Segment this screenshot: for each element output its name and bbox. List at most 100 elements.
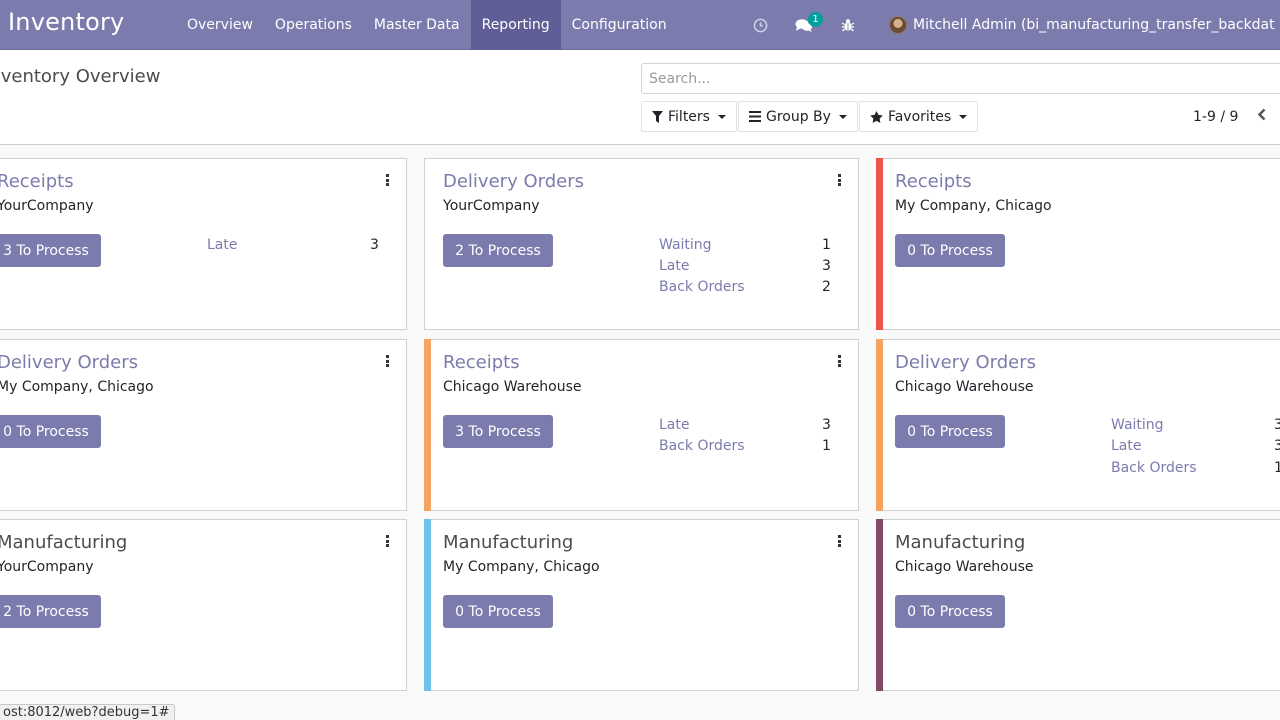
chevron-left-icon — [1257, 108, 1266, 121]
card-color-bar — [424, 339, 431, 511]
menu-operations[interactable]: Operations — [274, 17, 352, 33]
app-brand[interactable]: Inventory — [8, 8, 125, 36]
stat-late-label[interactable]: Late — [659, 258, 690, 274]
debug-button[interactable] — [833, 0, 863, 50]
card-menu-icon[interactable] — [382, 173, 392, 187]
card-subtitle: My Company, Chicago — [0, 379, 154, 395]
stat-late-value[interactable]: 3 — [1274, 438, 1280, 454]
activity-button[interactable] — [745, 0, 775, 50]
card-subtitle: YourCompany — [0, 559, 94, 575]
kanban-card[interactable]: Manufacturing My Company, Chicago 0 To P… — [424, 519, 859, 691]
stat-late-label[interactable]: Late — [659, 417, 690, 433]
top-navbar: Inventory Overview Operations Master Dat… — [0, 0, 1280, 50]
card-title[interactable]: Delivery Orders — [443, 171, 584, 192]
menu-overview[interactable]: Overview — [187, 17, 253, 33]
caret-down-icon — [717, 114, 726, 119]
stat-backorders-label[interactable]: Back Orders — [1111, 460, 1197, 476]
to-process-button[interactable]: 0 To Process — [895, 234, 1005, 267]
pager-previous-button[interactable] — [1257, 106, 1266, 125]
card-color-bar — [424, 519, 431, 691]
stat-late-value[interactable]: 3 — [822, 417, 831, 433]
stat-late-value[interactable]: 3 — [822, 258, 831, 274]
groupby-button[interactable]: Group By — [737, 101, 858, 132]
card-title[interactable]: Receipts — [443, 352, 520, 373]
status-bar-url: ost:8012/web?debug=1# — [0, 704, 175, 720]
menu-master-data[interactable]: Master Data — [373, 17, 460, 33]
filter-icon — [652, 110, 663, 123]
stat-backorders-value[interactable]: 1 — [1274, 460, 1280, 476]
stat-waiting-value[interactable]: 3 — [1274, 417, 1280, 433]
card-title[interactable]: Receipts — [895, 171, 972, 192]
card-title[interactable]: Manufacturing — [895, 532, 1026, 553]
bug-icon — [841, 19, 855, 32]
favorites-button[interactable]: Favorites — [858, 101, 979, 132]
caret-down-icon — [959, 114, 968, 119]
systray: 1 Mitchell Admin (bi_manufacturing_trans… — [745, 0, 1275, 50]
favorites-label: Favorites — [887, 108, 952, 125]
card-subtitle: My Company, Chicago — [443, 559, 600, 575]
control-panel: Inventory Overview Filters Group By Favo… — [0, 50, 1280, 145]
stat-late-label[interactable]: Late — [207, 237, 238, 253]
stat-waiting-label[interactable]: Waiting — [659, 237, 712, 253]
to-process-button[interactable]: 0 To Process — [895, 595, 1005, 628]
card-subtitle: Chicago Warehouse — [443, 379, 582, 395]
stat-waiting-label[interactable]: Waiting — [1111, 417, 1164, 433]
to-process-button[interactable]: 2 To Process — [443, 234, 553, 267]
card-menu-icon[interactable] — [382, 354, 392, 368]
card-title[interactable]: Delivery Orders — [0, 352, 138, 373]
card-subtitle: Chicago Warehouse — [895, 379, 1034, 395]
card-subtitle: Chicago Warehouse — [895, 559, 1034, 575]
caret-down-icon — [838, 114, 847, 119]
filters-button[interactable]: Filters — [641, 101, 737, 132]
message-count-badge: 1 — [808, 12, 823, 27]
user-avatar — [889, 16, 907, 34]
list-icon — [748, 111, 761, 122]
main-menu: Overview Operations Master Data Reportin… — [176, 0, 678, 50]
stat-backorders-label[interactable]: Back Orders — [659, 279, 745, 295]
search-options: Filters Group By Favorites — [641, 101, 979, 132]
filters-label: Filters — [668, 108, 710, 125]
kanban-card[interactable]: Receipts YourCompany 3 To Process Late 3 — [0, 158, 407, 330]
to-process-button[interactable]: 2 To Process — [0, 595, 101, 628]
kanban-card[interactable]: Delivery Orders My Company, Chicago 0 To… — [0, 339, 407, 511]
stat-backorders-label[interactable]: Back Orders — [659, 438, 745, 454]
search-input[interactable] — [641, 63, 1280, 94]
stat-backorders-value[interactable]: 1 — [822, 438, 831, 454]
card-menu-icon[interactable] — [834, 173, 844, 187]
kanban-card[interactable]: Delivery Orders Chicago Warehouse 0 To P… — [876, 339, 1280, 511]
card-color-bar — [876, 519, 883, 691]
kanban-card[interactable]: Delivery Orders YourCompany 2 To Process… — [424, 158, 859, 330]
clock-icon — [753, 18, 767, 32]
card-title[interactable]: Delivery Orders — [895, 352, 1036, 373]
page-title: Inventory Overview — [0, 66, 161, 87]
menu-reporting[interactable]: Reporting — [470, 0, 561, 50]
card-subtitle: My Company, Chicago — [895, 198, 1052, 214]
to-process-button[interactable]: 3 To Process — [0, 234, 101, 267]
kanban-card[interactable]: Receipts Chicago Warehouse 3 To Process … — [424, 339, 859, 511]
card-menu-icon[interactable] — [382, 534, 392, 548]
messaging-button[interactable]: 1 — [789, 0, 823, 50]
user-menu[interactable]: Mitchell Admin (bi_manufacturing_transfe… — [889, 16, 1275, 34]
pager-value[interactable]: 1-9 / 9 — [1193, 109, 1239, 125]
kanban-card[interactable]: Manufacturing Chicago Warehouse 0 To Pro… — [876, 519, 1280, 691]
card-color-bar — [876, 339, 883, 511]
stat-late-value[interactable]: 3 — [370, 237, 379, 253]
card-title[interactable]: Receipts — [0, 171, 74, 192]
to-process-button[interactable]: 0 To Process — [443, 595, 553, 628]
card-subtitle: YourCompany — [0, 198, 94, 214]
stat-waiting-value[interactable]: 1 — [822, 237, 831, 253]
card-title[interactable]: Manufacturing — [443, 532, 574, 553]
card-title[interactable]: Manufacturing — [0, 532, 128, 553]
kanban-card[interactable]: Receipts My Company, Chicago 0 To Proces… — [876, 158, 1280, 330]
kanban-card[interactable]: Manufacturing YourCompany 2 To Process — [0, 519, 407, 691]
to-process-button[interactable]: 0 To Process — [895, 415, 1005, 448]
to-process-button[interactable]: 3 To Process — [443, 415, 553, 448]
stat-backorders-value[interactable]: 2 — [822, 279, 831, 295]
groupby-label: Group By — [765, 108, 831, 125]
star-icon — [870, 110, 883, 123]
card-menu-icon[interactable] — [834, 534, 844, 548]
card-menu-icon[interactable] — [834, 354, 844, 368]
stat-late-label[interactable]: Late — [1111, 438, 1142, 454]
menu-configuration[interactable]: Configuration — [571, 17, 667, 33]
to-process-button[interactable]: 0 To Process — [0, 415, 101, 448]
